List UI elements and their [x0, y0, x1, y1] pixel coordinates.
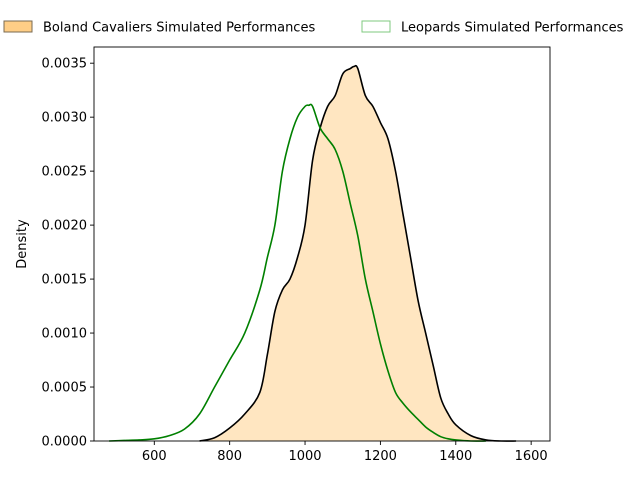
axes: 600 800 1000 1200 1400 1600 0.0000 0.0005 0.0010…: [15, 46, 551, 464]
x-tick-label: 1000: [288, 449, 321, 464]
y-axis-label: Density: [15, 219, 30, 269]
legend-swatch-1: [361, 20, 391, 33]
x-tick-label: 600: [142, 449, 167, 464]
y-tick-label: 0.0020: [42, 219, 88, 234]
y-tick-label: 0.0005: [42, 381, 88, 396]
legend-label-1: Leopards Simulated Performances: [401, 21, 624, 36]
series-area-0: [199, 65, 517, 442]
y-tick-label: 0.0010: [42, 327, 88, 342]
y-tick-label: 0.0030: [42, 111, 88, 126]
x-tick-label: 1400: [439, 449, 472, 464]
y-tick-label: 0.0015: [42, 273, 88, 288]
legend-swatch-0: [3, 20, 33, 33]
series-line-0: [199, 64, 517, 442]
y-tick-label: 0.0000: [42, 435, 88, 450]
plot-area: [109, 64, 517, 442]
x-tick-label: 800: [217, 449, 242, 464]
x-tick-label: 1200: [364, 449, 397, 464]
legend-label-0: Boland Cavaliers Simulated Performances: [43, 21, 315, 36]
y-tick-label: 0.0025: [42, 165, 88, 180]
series-line-1: [109, 103, 486, 442]
x-tick-label: 1600: [515, 449, 548, 464]
legend: Boland Cavaliers Simulated Performances L…: [3, 20, 624, 36]
plot-frame: [93, 46, 551, 442]
y-tick-label: 0.0035: [42, 57, 88, 72]
